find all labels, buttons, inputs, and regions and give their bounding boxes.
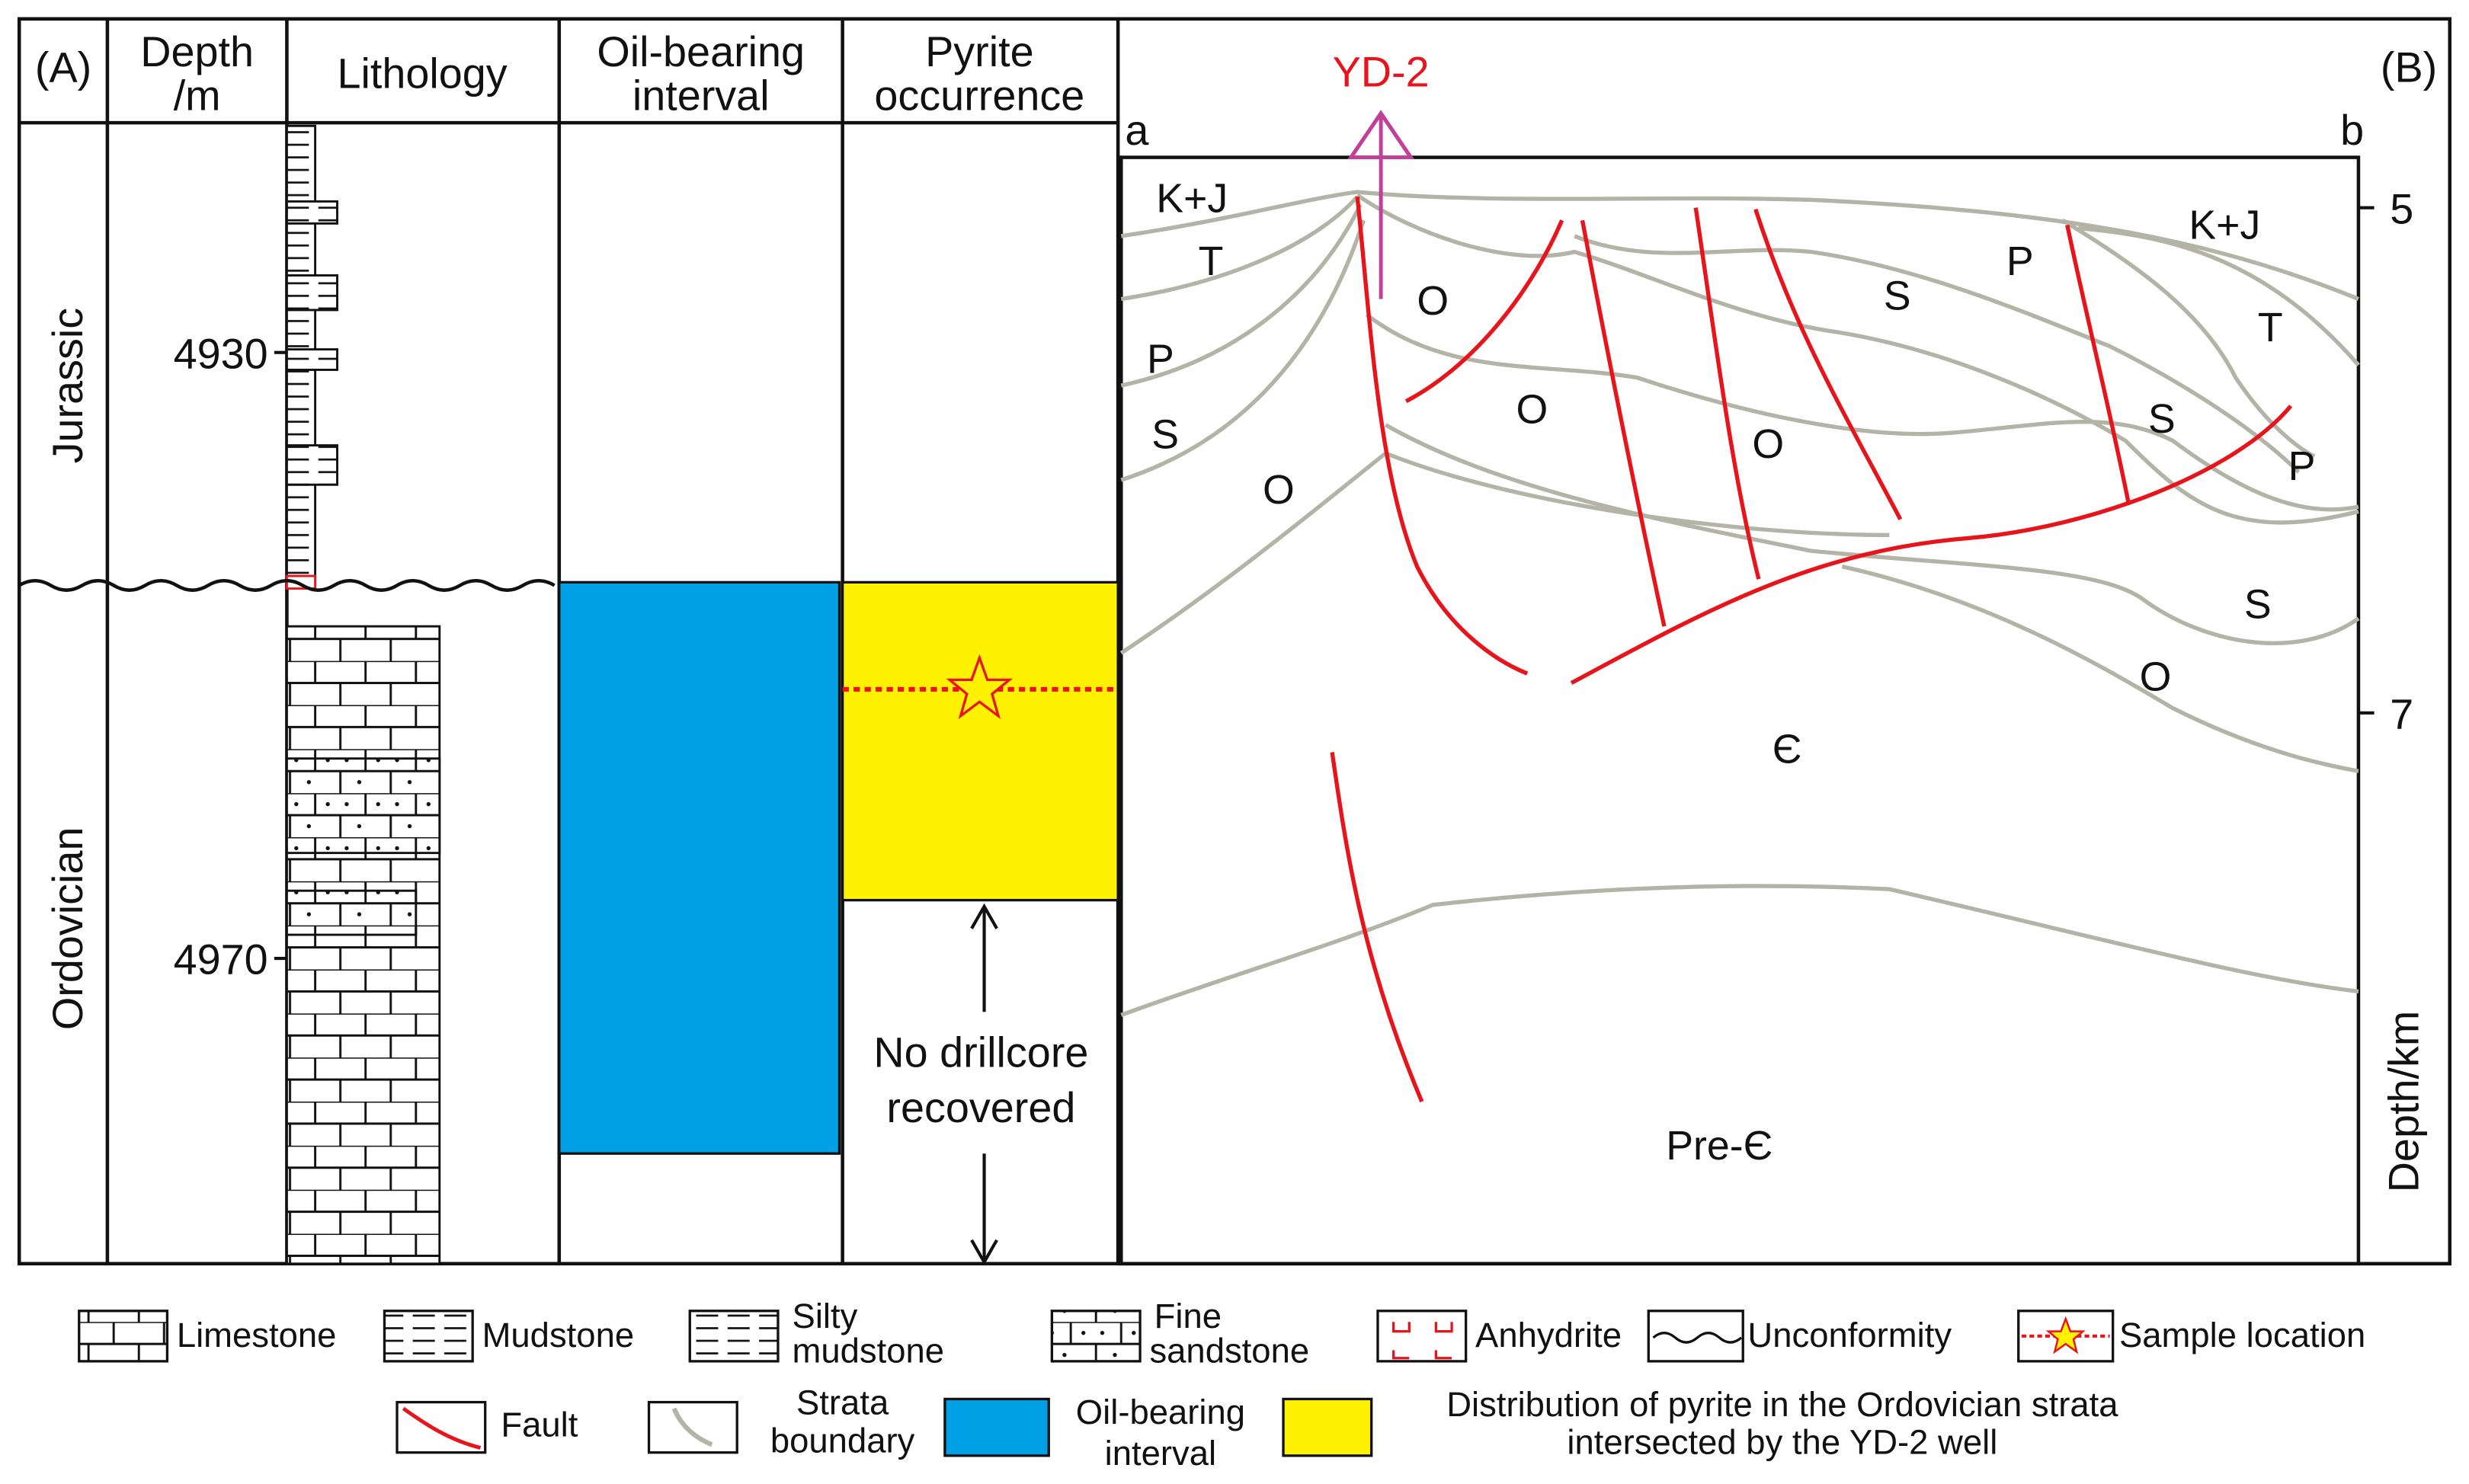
legend: Limestone Mudstone Silty mudstone Fine s… bbox=[78, 1297, 2365, 1473]
silty-mudstone bbox=[285, 444, 338, 486]
swatch bbox=[1376, 1310, 1468, 1363]
unconformity-mark bbox=[1652, 1332, 1743, 1344]
fine-sandstone bbox=[285, 757, 441, 855]
strata-label: Є bbox=[1772, 727, 1802, 772]
swatch bbox=[78, 1310, 169, 1363]
legend-label: Anhydrite bbox=[1475, 1316, 1622, 1354]
depth-tick: 4970 bbox=[174, 936, 268, 983]
panel-b: (B) a b YD-2 5 7 Depth/km K+JTPSOOOSPOK+… bbox=[1118, 17, 2452, 1266]
strata-label: S bbox=[2148, 396, 2176, 442]
strata-label: O bbox=[1752, 421, 1784, 467]
depth-tick: 5 bbox=[2390, 185, 2413, 232]
legend-label: Fault bbox=[501, 1406, 578, 1444]
header: occurrence bbox=[874, 72, 1084, 120]
silty-mudstone bbox=[285, 274, 338, 312]
header: Oil-bearing bbox=[597, 28, 805, 75]
strata-boundaries bbox=[1119, 190, 2360, 1017]
header: Lithology bbox=[337, 50, 507, 98]
unconformity bbox=[18, 578, 556, 592]
limestone bbox=[285, 625, 441, 1265]
tick bbox=[2358, 206, 2375, 715]
anhydrite-mark bbox=[1391, 1322, 1453, 1360]
legend-label: Oil-bearing bbox=[1076, 1393, 1245, 1431]
arrow bbox=[970, 903, 998, 1265]
swatch bbox=[1050, 1310, 1142, 1363]
strata-mark bbox=[671, 1407, 713, 1447]
well-arrow bbox=[1349, 110, 1413, 158]
legend-label: sandstone bbox=[1149, 1332, 1309, 1370]
oil-interval bbox=[558, 580, 841, 1155]
sample-star bbox=[946, 654, 1014, 720]
end-label: b bbox=[2340, 107, 2364, 154]
well-label: YD-2 bbox=[1333, 49, 1430, 96]
strata-label: O bbox=[1263, 467, 1295, 513]
legend-label: intersected by the YD-2 well bbox=[1567, 1422, 1997, 1461]
fine-sandstone bbox=[285, 889, 418, 936]
legend-label: boundary bbox=[770, 1421, 915, 1460]
pyrite-interval bbox=[841, 580, 1119, 902]
end-label: a bbox=[1125, 107, 1149, 154]
header: /m bbox=[174, 72, 221, 120]
legend-label: Strata bbox=[796, 1383, 889, 1422]
swatch bbox=[688, 1310, 780, 1363]
strata-label: K+J bbox=[2189, 203, 2260, 248]
strata-label: O bbox=[2140, 654, 2172, 700]
panel-label: (A) bbox=[35, 43, 91, 91]
legend-label: Distribution of pyrite in the Ordovician… bbox=[1446, 1385, 2118, 1424]
legend-label: Limestone bbox=[177, 1316, 337, 1354]
legend-label: interval bbox=[1105, 1434, 1216, 1473]
legend-label: Silty bbox=[793, 1297, 858, 1335]
swatch bbox=[383, 1310, 474, 1363]
swatch bbox=[647, 1400, 738, 1454]
swatch bbox=[1647, 1310, 1744, 1363]
strata-label: O bbox=[1516, 386, 1548, 432]
strata-label: S bbox=[1884, 273, 1911, 319]
legend-label: Fine bbox=[1154, 1297, 1222, 1335]
sample-star bbox=[2045, 1316, 2086, 1354]
strata-label: P bbox=[1147, 336, 1174, 382]
axis-label: Depth/km bbox=[2380, 1011, 2427, 1193]
tick bbox=[274, 350, 287, 961]
strata-label: Pre-Є bbox=[1666, 1123, 1772, 1169]
header: Pyrite bbox=[925, 28, 1034, 75]
faults bbox=[1330, 196, 2293, 1103]
strata-label: T bbox=[1199, 238, 1224, 284]
swatch bbox=[1282, 1397, 1373, 1457]
legend-label: Unconformity bbox=[1747, 1316, 1952, 1354]
strata-label: K+J bbox=[1156, 176, 1228, 222]
legend-label: Sample location bbox=[2119, 1316, 2365, 1354]
panel-a: (A) Depth /m Lithology Oil-bearing inter… bbox=[17, 17, 1120, 1266]
strata-label: T bbox=[2258, 305, 2283, 350]
header: interval bbox=[632, 72, 770, 120]
section-box bbox=[1119, 155, 2361, 1266]
legend-label: mudstone bbox=[793, 1332, 945, 1370]
strata-label: S bbox=[1151, 411, 1179, 457]
depth-tick: 4930 bbox=[174, 330, 268, 377]
legend-label: Mudstone bbox=[482, 1316, 635, 1354]
header: Depth bbox=[140, 28, 254, 75]
strata-label: O bbox=[1417, 278, 1449, 324]
silty-mudstone bbox=[285, 200, 338, 225]
depth-tick: 7 bbox=[2390, 690, 2413, 737]
no-core: recovered bbox=[886, 1084, 1075, 1131]
strata-label: P bbox=[2006, 238, 2034, 284]
swatch bbox=[943, 1397, 1050, 1457]
silty-mudstone bbox=[285, 348, 338, 371]
no-core: No drillcore bbox=[873, 1029, 1088, 1076]
period: Jurassic bbox=[44, 308, 91, 464]
strata-label: S bbox=[2244, 582, 2272, 628]
fault-mark bbox=[402, 1406, 482, 1450]
strata-label: P bbox=[2288, 443, 2316, 489]
period: Ordovician bbox=[44, 827, 91, 1031]
panel-label: (B) bbox=[2381, 43, 2437, 91]
